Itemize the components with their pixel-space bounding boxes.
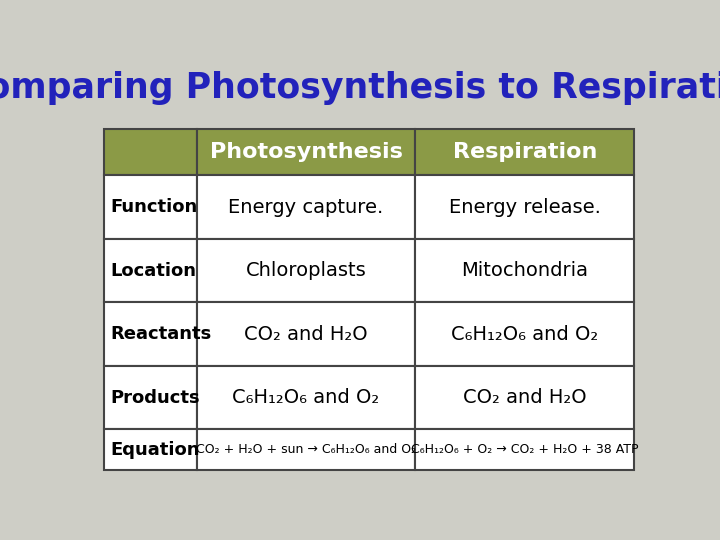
Bar: [197, 176, 415, 239]
Text: C₆H₁₂O₆ + O₂ → CO₂ + H₂O + 38 ATP: C₆H₁₂O₆ + O₂ → CO₂ + H₂O + 38 ATP: [411, 443, 639, 456]
Bar: [415, 239, 634, 302]
Bar: [197, 366, 415, 429]
Bar: [104, 429, 197, 470]
Bar: [104, 302, 197, 366]
Text: Equation: Equation: [111, 441, 200, 459]
Text: Reactants: Reactants: [111, 325, 212, 343]
Text: Comparing Photosynthesis to Respiration: Comparing Photosynthesis to Respiration: [0, 71, 720, 105]
Text: Products: Products: [111, 389, 200, 407]
Text: Respiration: Respiration: [453, 142, 597, 162]
Bar: [104, 129, 197, 176]
Text: CO₂ and H₂O: CO₂ and H₂O: [463, 388, 587, 407]
Text: C₆H₁₂O₆ and O₂: C₆H₁₂O₆ and O₂: [233, 388, 379, 407]
Text: CO₂ and H₂O: CO₂ and H₂O: [244, 325, 368, 343]
Bar: [197, 429, 415, 470]
Text: Energy release.: Energy release.: [449, 198, 600, 217]
Bar: [415, 129, 634, 176]
Text: Energy capture.: Energy capture.: [228, 198, 384, 217]
Bar: [415, 176, 634, 239]
Bar: [415, 429, 634, 470]
Text: Location: Location: [111, 261, 197, 280]
Text: Photosynthesis: Photosynthesis: [210, 142, 402, 162]
Bar: [104, 366, 197, 429]
Text: Function: Function: [111, 198, 198, 216]
Bar: [197, 239, 415, 302]
Bar: [197, 302, 415, 366]
Bar: [104, 176, 197, 239]
Text: CO₂ + H₂O + sun → C₆H₁₂O₆ and O₂: CO₂ + H₂O + sun → C₆H₁₂O₆ and O₂: [196, 443, 416, 456]
Bar: [415, 302, 634, 366]
Bar: [197, 129, 415, 176]
Text: Mitochondria: Mitochondria: [462, 261, 588, 280]
Text: Chloroplasts: Chloroplasts: [246, 261, 366, 280]
Bar: [415, 366, 634, 429]
Bar: [104, 239, 197, 302]
Text: C₆H₁₂O₆ and O₂: C₆H₁₂O₆ and O₂: [451, 325, 598, 343]
